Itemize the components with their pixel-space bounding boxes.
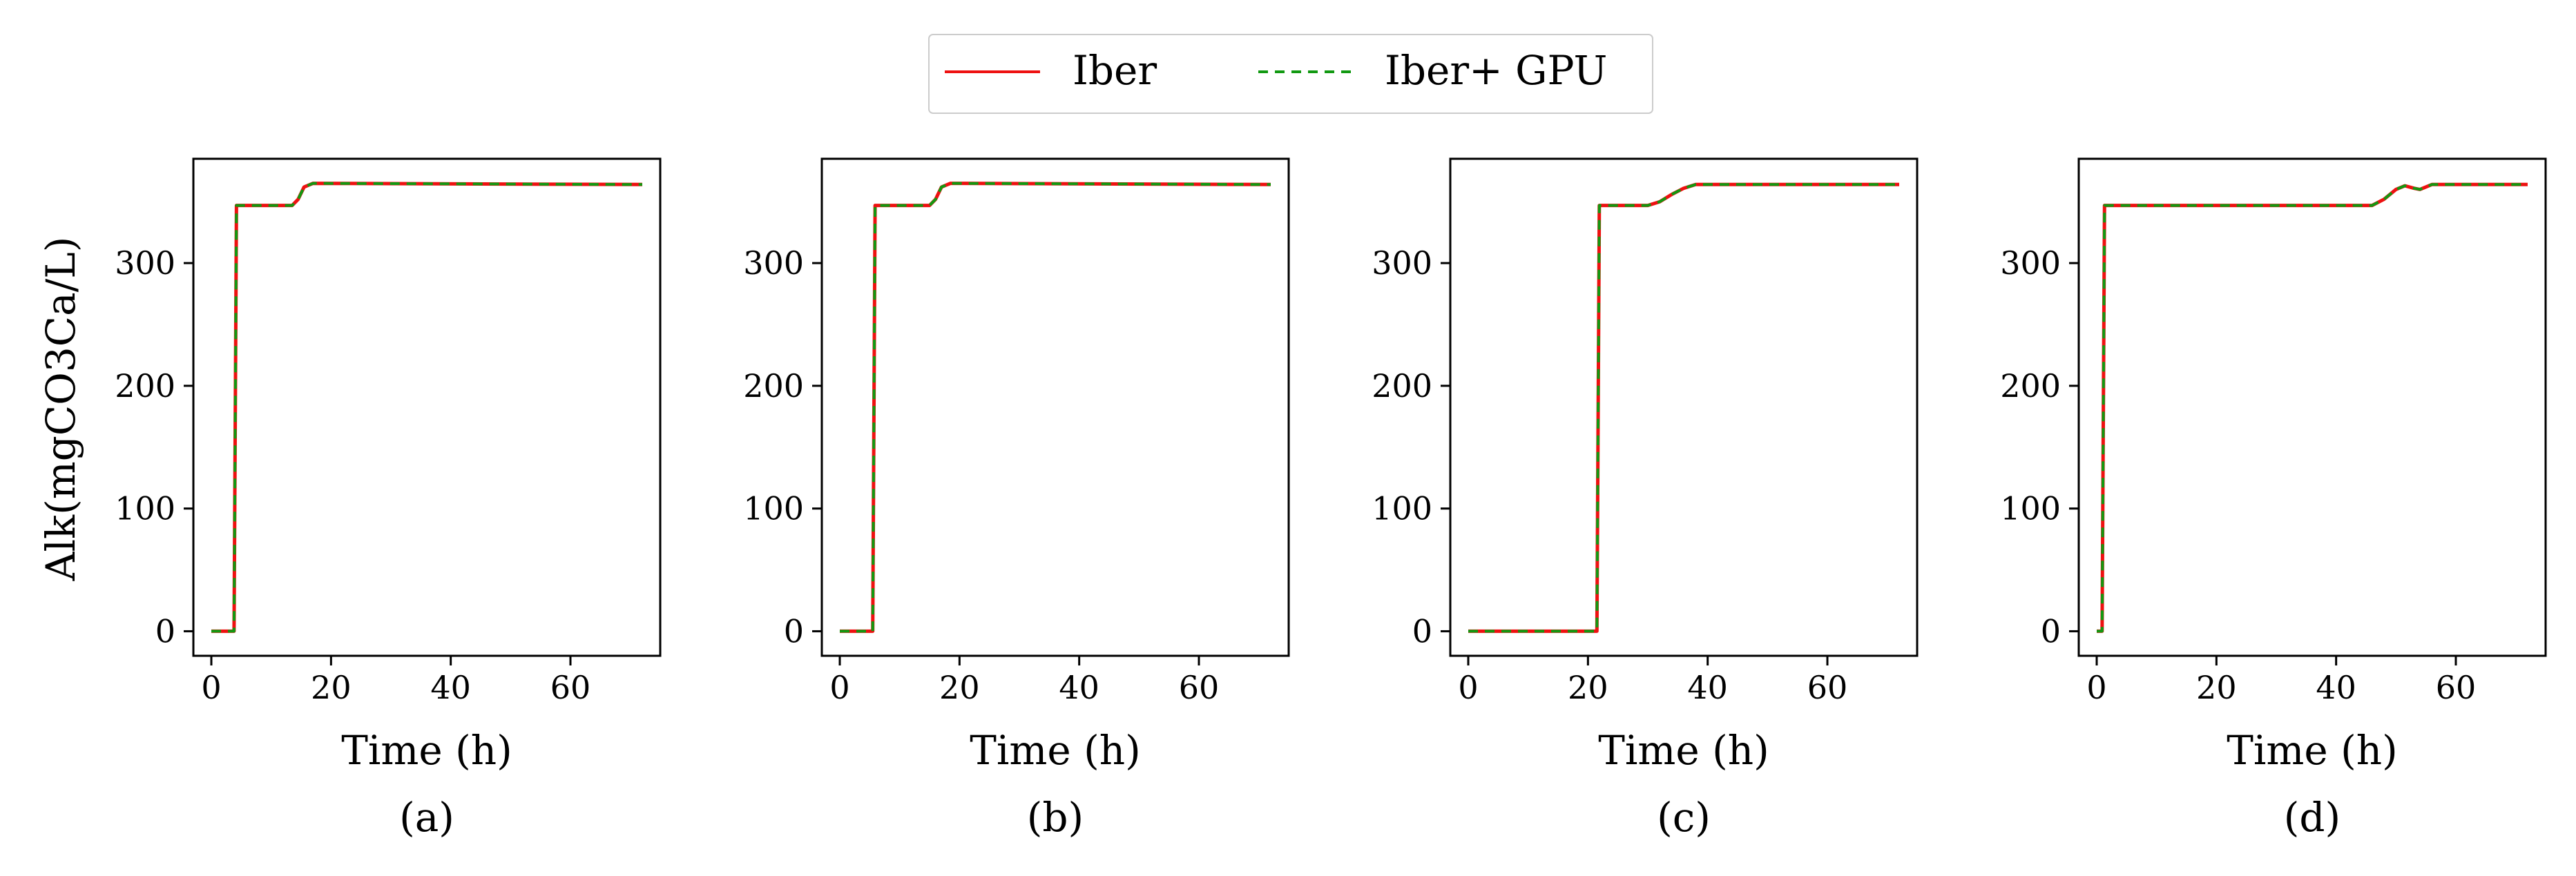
y-tick-label: 0: [784, 612, 804, 650]
plot-frame: [820, 157, 1290, 657]
panel-a: 0 20 40 60 0 100 200 300 Time (h) (a): [115, 157, 662, 841]
series-line-iber: [211, 182, 643, 633]
y-tick-label: 100: [2000, 490, 2061, 527]
y-tick-label: 200: [2000, 367, 2061, 405]
x-axis-label: Time (h): [970, 727, 1141, 774]
x-tick-label: 0: [1458, 669, 1478, 706]
legend-frame: [928, 34, 1653, 114]
series-line-iber-gpu: [840, 182, 1271, 633]
y-tick-label: 200: [743, 367, 804, 405]
x-axis-label: Time (h): [2227, 727, 2398, 774]
series-line-iber-gpu: [2097, 183, 2528, 633]
panel-d: 0 20 40 60 0 100 200 300 Time (h) (d): [2000, 157, 2547, 841]
x-tick-label: 20: [1568, 669, 1608, 706]
y-tick-label: 0: [2041, 612, 2061, 650]
x-tick-label: 0: [201, 669, 221, 706]
y-tick-label: 300: [1372, 244, 1432, 282]
y-tick-label: 100: [743, 490, 804, 527]
y-axis-label: Alk(mgCO3Ca/L): [37, 237, 84, 582]
series-line-iber-gpu: [1468, 183, 1899, 633]
legend-label-iber: Iber: [1073, 47, 1157, 94]
y-tick-label: 100: [1372, 490, 1432, 527]
x-axis-label: Time (h): [1598, 727, 1769, 774]
legend-label-iber-gpu: Iber+ GPU: [1385, 47, 1607, 94]
y-tick-label: 300: [115, 244, 175, 282]
y-tick-label: 300: [743, 244, 804, 282]
x-axis-label: Time (h): [341, 727, 512, 774]
x-tick-label: 20: [939, 669, 980, 706]
x-tick-label: 40: [1059, 669, 1099, 706]
y-tick-label: 0: [1412, 612, 1432, 650]
panel-caption: (b): [1027, 794, 1084, 841]
x-tick-label: 20: [311, 669, 352, 706]
panel-b: 0 20 40 60 0 100 200 300 Time (h) (b): [743, 157, 1290, 841]
series-line-iber: [840, 182, 1271, 633]
y-tick-label: 0: [155, 612, 175, 650]
legend: Iber Iber+ GPU: [928, 34, 1653, 114]
x-tick-label: 40: [430, 669, 471, 706]
series-line-iber: [2097, 182, 2528, 633]
x-tick-label: 60: [2436, 669, 2477, 706]
y-tick-label: 100: [115, 490, 175, 527]
series-line-iber-gpu: [211, 182, 643, 633]
x-tick-label: 60: [1179, 669, 1220, 706]
y-tick-label: 200: [1372, 367, 1432, 405]
x-tick-label: 40: [2316, 669, 2356, 706]
x-tick-label: 20: [2196, 669, 2237, 706]
plot-frame: [1449, 157, 1919, 657]
plot-frame: [192, 157, 662, 657]
x-tick-label: 0: [2086, 669, 2106, 706]
x-tick-label: 0: [829, 669, 849, 706]
x-tick-label: 60: [1807, 669, 1848, 706]
panel-caption: (a): [399, 794, 454, 841]
panel-caption: (d): [2284, 794, 2340, 841]
series-line-iber: [1468, 182, 1899, 633]
x-tick-label: 60: [550, 669, 591, 706]
y-tick-label: 200: [115, 367, 175, 405]
plot-frame: [2077, 157, 2547, 657]
panel-caption: (c): [1657, 794, 1711, 841]
x-tick-label: 40: [1687, 669, 1728, 706]
y-tick-label: 300: [2000, 244, 2061, 282]
panel-c: 0 20 40 60 0 100 200 300 Time (h) (c): [1372, 157, 1919, 841]
